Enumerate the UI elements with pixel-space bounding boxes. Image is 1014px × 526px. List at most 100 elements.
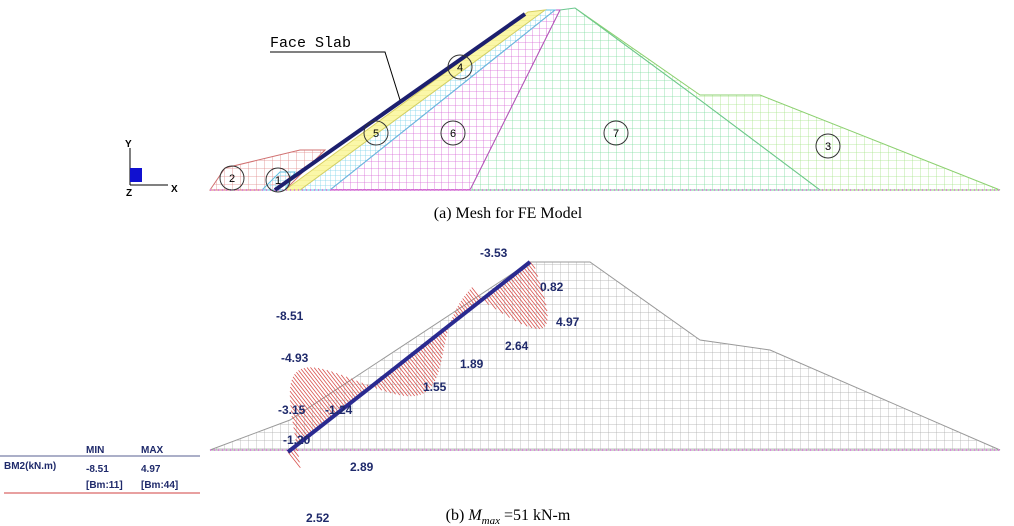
moment-hatch <box>529 261 536 269</box>
moment-hatch <box>501 284 537 330</box>
moment-hatch <box>428 341 443 359</box>
moment-hatch <box>496 287 528 327</box>
moment-hatch <box>335 372 357 399</box>
moment-hatch <box>430 339 443 355</box>
moment-hatch <box>432 337 444 352</box>
moment-hatch <box>290 410 311 435</box>
zone-label: 7 <box>613 128 619 140</box>
caption-suffix: =51 kN-m <box>500 507 571 524</box>
moment-hatch <box>419 348 439 373</box>
moment-hatch <box>298 370 335 416</box>
moment-hatch <box>351 378 364 394</box>
face-slab <box>273 12 527 192</box>
moment-hatch <box>487 294 504 314</box>
zone-markers: 1 2 3 4 5 6 7 <box>219 54 841 193</box>
moment-hatch <box>512 275 548 321</box>
legend-quantity: BM2(kN.m) <box>4 461 56 472</box>
moment-hatch <box>397 365 422 395</box>
moment-hatch <box>417 349 438 376</box>
moment-hatch <box>356 380 366 392</box>
zone-label: 4 <box>457 62 463 74</box>
caption: (b) Mmax =51 kN-m <box>446 507 571 526</box>
moment-diagram <box>287 261 548 468</box>
moment-label: -3.15 <box>278 403 306 417</box>
moment-label: 1.55 <box>423 380 447 394</box>
moment-hatch <box>404 360 429 391</box>
moment-hatch <box>406 358 431 389</box>
moment-hatch <box>382 377 396 395</box>
moment-hatch <box>391 370 412 397</box>
moment-hatch <box>494 289 523 325</box>
zone-label: 3 <box>825 141 831 153</box>
mesh-a: Face Slab 1 2 3 4 5 6 7 Y Z X (a) Mesh f… <box>125 7 1001 222</box>
legend: MIN MAX BM2(kN.m) -8.51 4.97 [Bm:11] [Bm… <box>0 445 200 494</box>
legend-value: -8.51 <box>86 464 109 475</box>
moment-hatch <box>290 382 324 425</box>
moment-hatch <box>300 368 337 415</box>
moment-hatch <box>296 371 333 418</box>
moment-hatch <box>464 295 474 308</box>
moment-hatch <box>518 270 547 306</box>
legend-header: MIN <box>86 445 104 456</box>
moment-hatch <box>306 367 342 411</box>
moment-label: -1.24 <box>325 403 353 417</box>
moment-hatch <box>426 342 442 362</box>
moment-hatch <box>485 296 497 310</box>
moment-label: 2.89 <box>350 460 374 474</box>
moment-hatch <box>380 379 392 394</box>
moment-label: 2.64 <box>505 339 529 353</box>
moment-hatch <box>462 298 471 309</box>
legend-value: 4.97 <box>141 464 161 475</box>
moment-hatch <box>386 374 405 397</box>
axis-triad: Y Z X <box>125 139 178 199</box>
moment-hatch <box>424 344 441 366</box>
zone-label: 6 <box>450 128 456 140</box>
caption-subscript: max <box>482 515 500 526</box>
caption-prefix: (b) <box>446 507 469 524</box>
moment-hatch <box>322 368 350 404</box>
moment-hatch <box>469 289 480 302</box>
moment-hatch <box>393 368 416 397</box>
moment-hatch <box>421 346 440 369</box>
moment-hatch <box>413 353 436 382</box>
moment-hatch <box>520 268 546 300</box>
moment-hatch <box>289 386 322 427</box>
face-slab-label: Face Slab <box>270 35 351 52</box>
legend-beam: [Bm:11] <box>86 480 123 491</box>
moment-hatch <box>313 367 346 408</box>
caption-symbol: M <box>467 507 483 524</box>
moment-hatch <box>291 379 326 423</box>
moment-label: -4.93 <box>281 351 309 365</box>
moment-hatch <box>507 279 546 327</box>
moment-hatch <box>467 291 478 304</box>
moment-label: 1.89 <box>460 357 484 371</box>
moment-hatch <box>523 266 544 293</box>
moment-hatch <box>292 421 306 439</box>
moment-hatch <box>377 380 387 393</box>
moment-label: -3.53 <box>480 246 508 260</box>
zone-label: 1 <box>275 175 281 187</box>
moment-hatch <box>293 427 304 441</box>
moment-hatch <box>290 405 313 434</box>
axis-label: X <box>171 184 178 195</box>
moment-hatch <box>294 374 331 420</box>
moment-hatch <box>514 273 548 317</box>
moment-hatch <box>345 376 361 396</box>
moment-hatch <box>289 400 315 432</box>
moment-hatch <box>503 282 541 330</box>
moment-hatch <box>509 277 547 325</box>
moment-label: 2.52 <box>306 511 330 525</box>
moment-hatch <box>505 280 544 329</box>
moment-label: 0.82 <box>540 280 564 294</box>
moment-hatch <box>289 450 300 463</box>
moment-hatch <box>399 363 424 394</box>
moment-hatch <box>289 390 320 429</box>
moment-hatch <box>408 356 433 387</box>
moment-hatch <box>471 287 482 301</box>
legend-header: MAX <box>141 445 164 456</box>
moment-hatch <box>525 265 541 285</box>
moment-hatch <box>289 395 317 430</box>
moment-hatch <box>410 355 434 384</box>
moment-hatch <box>384 375 401 396</box>
